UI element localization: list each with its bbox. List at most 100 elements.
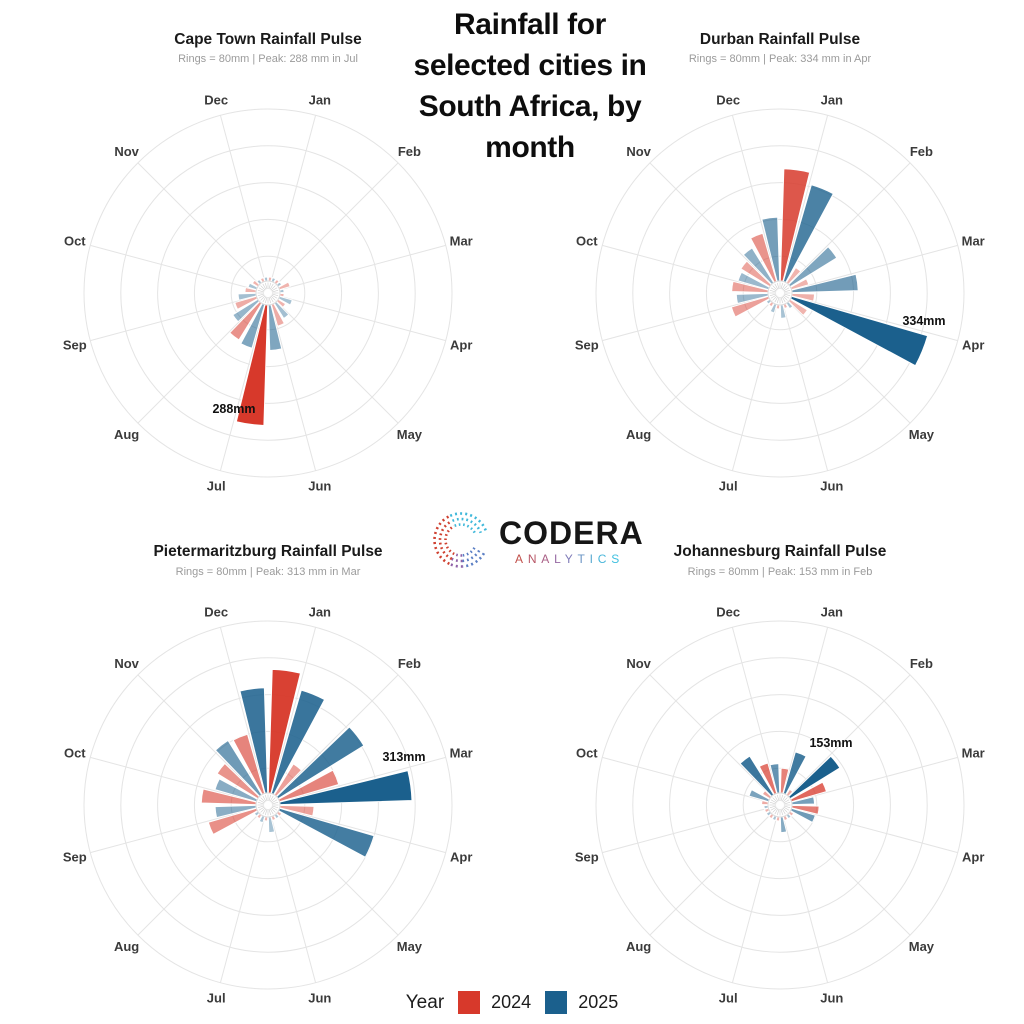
logo-subtitle-letter: C [597,552,612,566]
hub-tick [782,797,788,803]
chart-title-cape-town: Cape Town Rainfall Pulse [174,31,362,48]
grid-ring [157,182,379,404]
logo-arc [462,549,481,563]
grid-spoke [792,756,958,802]
hub-tick [777,808,780,816]
logo-arc [461,547,476,557]
main-title-line: selected cities in [413,49,647,82]
hub-tick [260,807,266,813]
chart-title-durban: Durban Rainfall Pulse [699,31,861,48]
legend-item-2024: 2024 [458,991,531,1014]
grid-spoke [277,162,399,284]
hub-tick [258,799,265,804]
grid-spoke [649,814,771,936]
month-label: Nov [626,656,651,671]
hub-tick [271,805,279,808]
hub-tick [260,285,266,291]
month-label: Dec [204,604,228,619]
grid-ring [595,620,965,990]
logo-arc [433,515,450,565]
month-label: Oct [576,234,598,249]
codera-logo: CODERA ANALYTICS [432,501,657,581]
logo-arc [454,523,477,536]
hub-tick [270,285,276,291]
month-label: Dec [204,92,228,107]
hub-tick [271,806,278,811]
grid-spoke [90,808,256,854]
logo-subtitle-letter: A [515,552,528,566]
hub-tick [783,293,791,296]
legend-label-2024: 2024 [491,992,532,1012]
polar-chart-cape-town: Jan Feb Mar Apr May Jun Jul Aug Sep Oct Nov Dec 288m… [63,92,473,493]
peak-value-label: 288mm [212,402,255,416]
month-label: Oct [576,746,598,761]
grid-spoke [602,296,768,342]
grid-spoke [792,296,958,342]
grid-spoke [783,305,829,471]
hub-tick [780,282,783,290]
hub-tick [774,808,779,815]
month-label: Jan [821,604,843,619]
grid-spoke [789,302,911,424]
grid-spoke [271,305,317,471]
hub-tick [268,808,271,816]
hub-tick [780,808,783,816]
main-title-line: Rainfall for [454,8,606,41]
month-label: May [909,939,935,954]
grid-spoke [90,756,256,802]
hub-tick [769,805,777,808]
legend-swatch-2024 [458,991,481,1014]
grid-spoke [277,674,399,796]
hub-tick [774,296,779,303]
hub-tick [257,805,265,808]
hub-tick [270,295,276,301]
hub-tick [265,296,268,304]
hub-tick [772,807,778,813]
grid-spoke [731,627,777,793]
hub-tick [772,295,778,301]
hub-tick [781,795,786,802]
grid-spoke [219,817,265,983]
hub-tick [770,294,777,299]
month-label: Apr [962,337,984,352]
chart-subtitle-pietermaritzburg: Rings = 80mm | Peak: 313 mm in Mar [175,566,361,578]
grid-spoke [280,244,446,290]
grid-ring [83,620,453,990]
grid-spoke [90,296,256,342]
grid-spoke [789,674,911,796]
grid-spoke [271,115,317,281]
grid-spoke [280,808,446,854]
hub-tick [780,794,783,802]
grid-spoke [280,296,446,342]
hub-tick [782,807,788,813]
month-label: Mar [450,234,473,249]
hub-tick [269,296,274,303]
month-label: Jan [309,604,331,619]
grid-ring [632,657,928,953]
grid-spoke [783,115,829,281]
hub-tick [271,290,279,293]
month-label: Apr [450,849,472,864]
hub-tick [257,290,265,293]
grid-ring [83,108,453,478]
month-label: Jan [821,92,843,107]
month-label: Apr [962,849,984,864]
hub-tick [777,794,780,802]
grid-ring [742,255,818,331]
month-label: Sep [575,849,599,864]
chart-title-johannesburg: Johannesburg Rainfall Pulse [673,543,887,560]
month-label: Apr [450,337,472,352]
logo-arc [449,512,488,532]
hub-tick [769,293,777,296]
polar-chart-johannesburg: Jan Feb Mar Apr May Jun Jul Aug Sep Oct Nov Dec 153m… [575,604,985,1005]
month-label: Nov [114,656,139,671]
grid-spoke [219,115,265,281]
month-label: Mar [962,234,985,249]
month-label: Jul [207,991,226,1006]
hub-tick [262,283,267,290]
peak-value-label: 313mm [382,750,425,764]
hub-tick [260,797,266,803]
hub-tick [783,799,790,804]
main-title: Rainfall for selected cities in South Af… [360,4,700,168]
